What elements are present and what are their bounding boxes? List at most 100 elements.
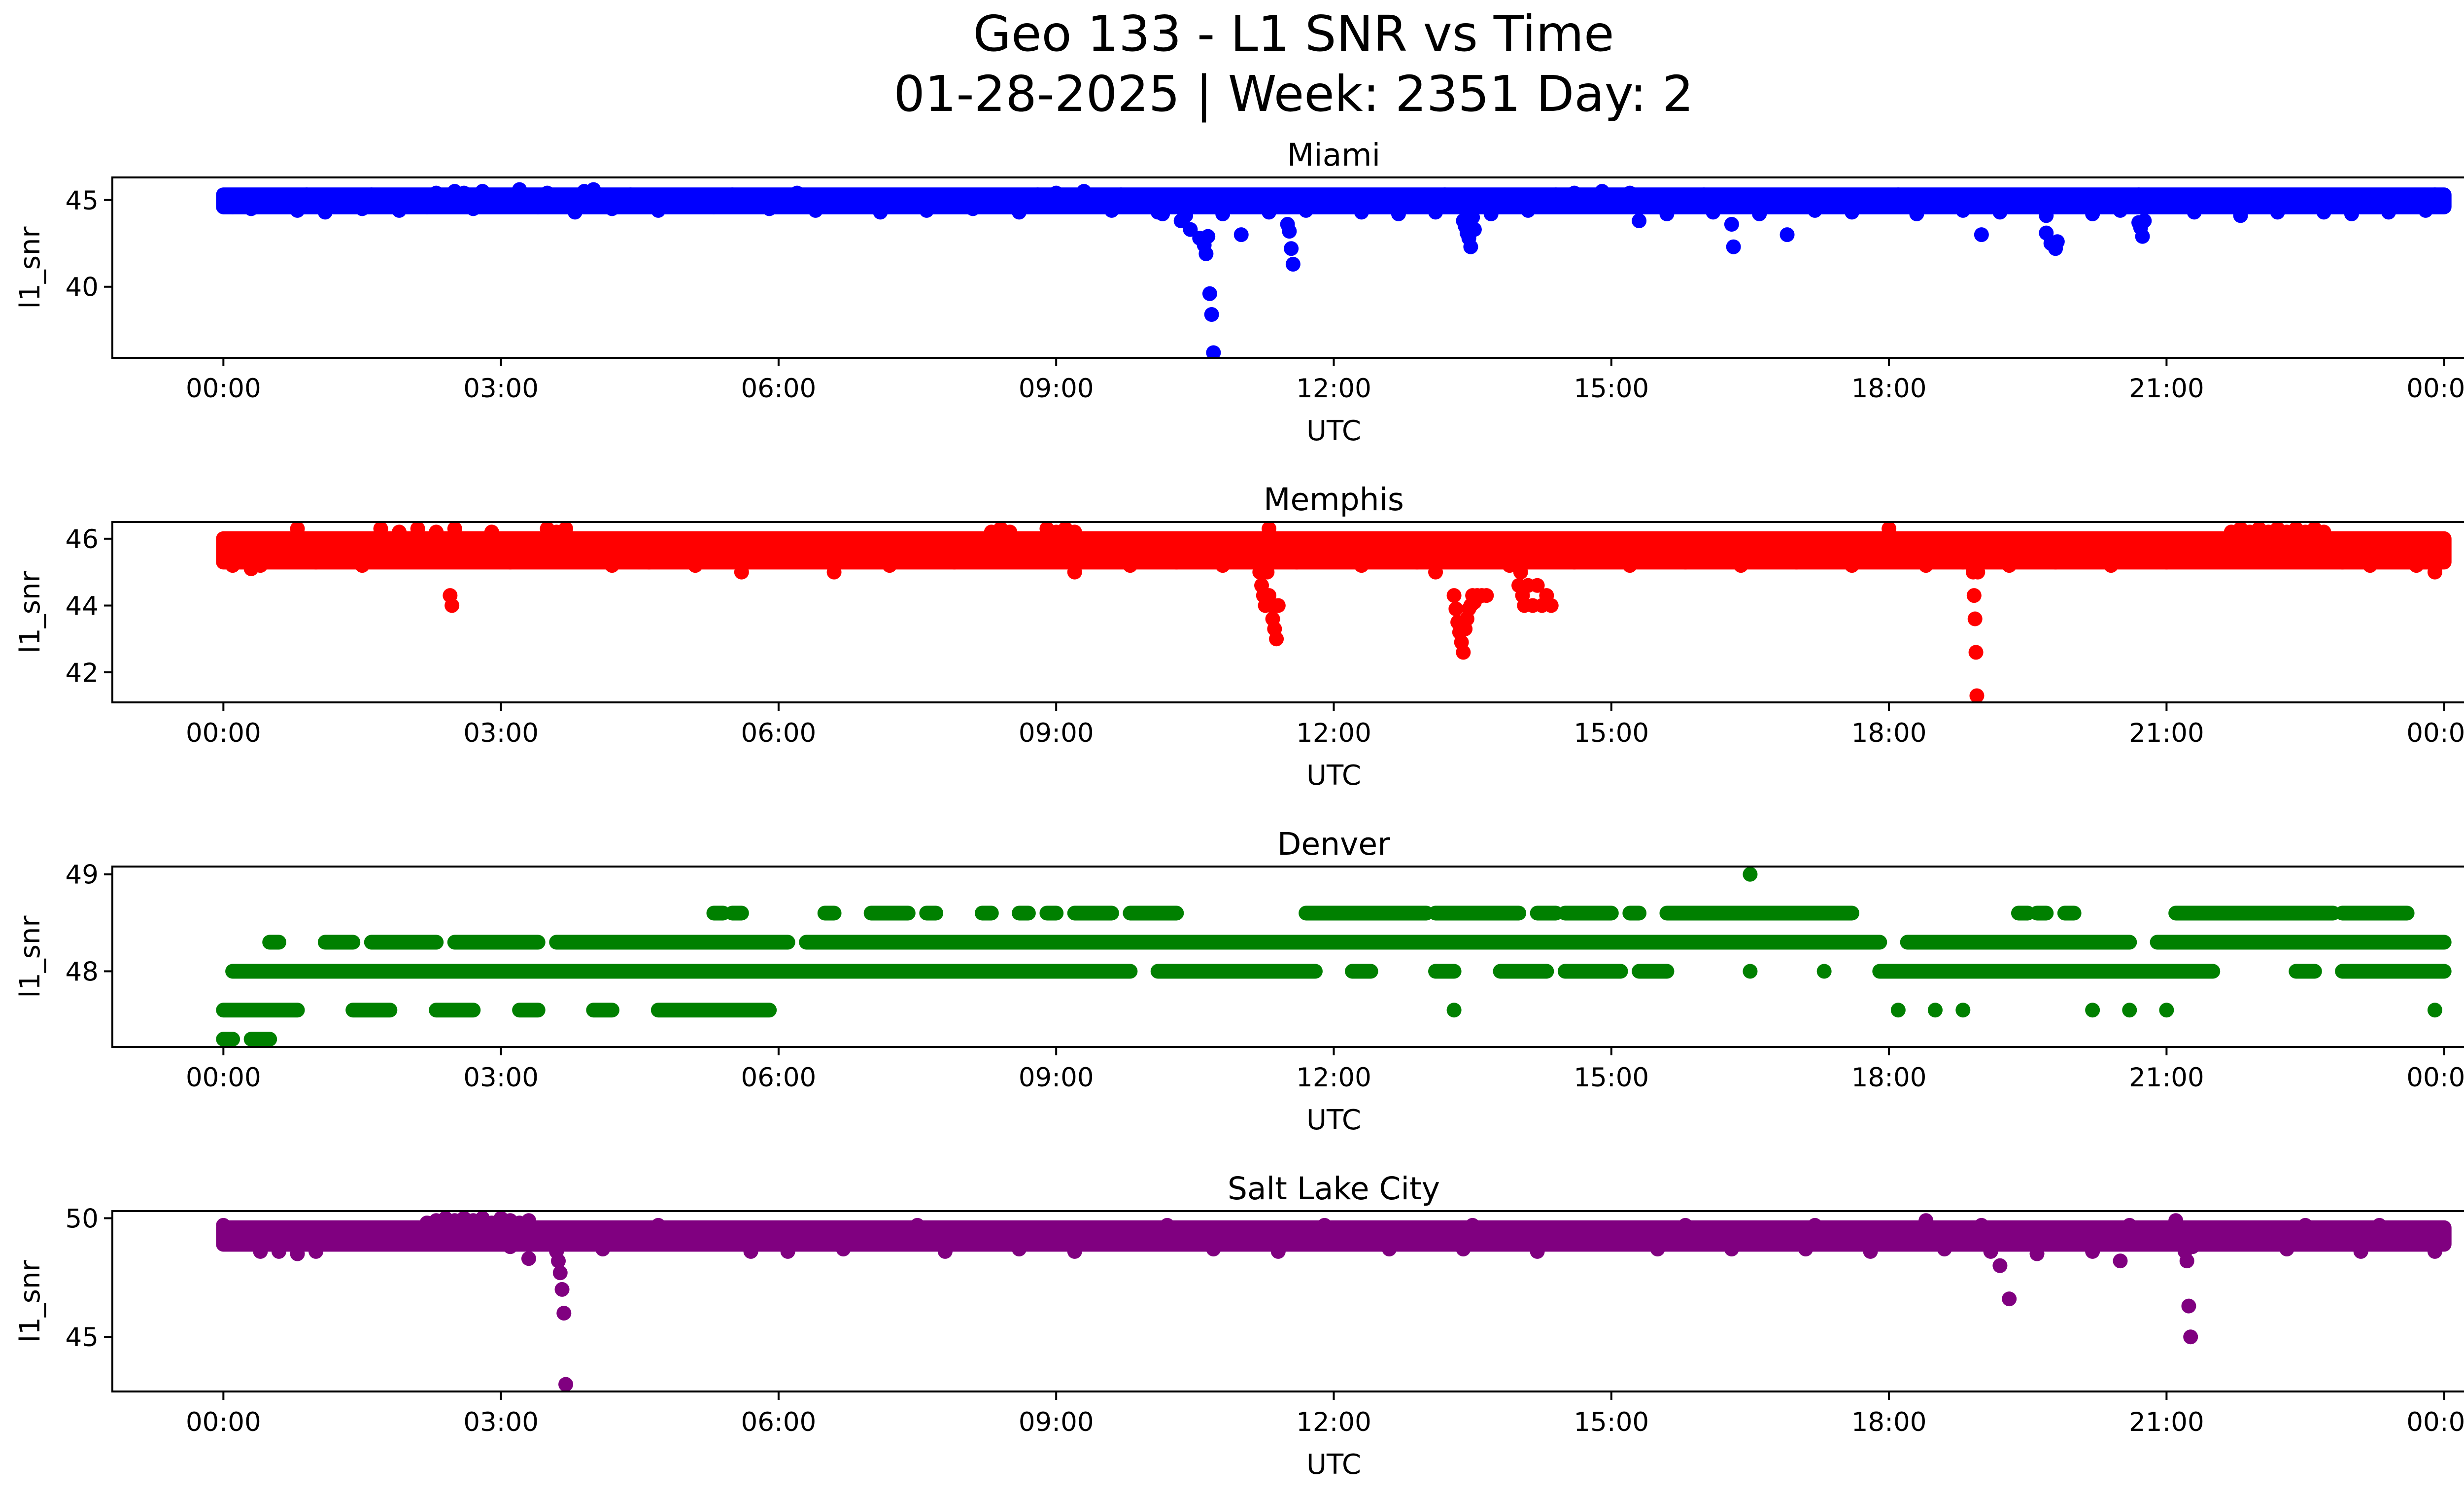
data-point	[2409, 558, 2424, 573]
data-point	[429, 524, 444, 540]
data-point	[1882, 522, 1897, 536]
data-point	[2048, 555, 2063, 570]
data-point	[947, 555, 962, 570]
data-point	[789, 185, 805, 201]
data-point	[762, 201, 777, 216]
data-point	[1076, 184, 1092, 199]
x-tick-label: 00:00	[2406, 1407, 2464, 1437]
data-point	[2298, 1217, 2313, 1233]
y-tick-label: 44	[66, 591, 99, 621]
data-point	[1183, 222, 1198, 237]
figure-subtitle: 01-28-2025 | Week: 2351 Day: 2	[893, 65, 1693, 123]
subplot-title: Memphis	[1264, 482, 1404, 518]
x-tick-label: 21:00	[2129, 1407, 2204, 1437]
series-salt-lake-city	[216, 1211, 2452, 1391]
data-point	[1382, 1242, 1397, 1257]
data-point	[1206, 1242, 1221, 1257]
y-axis-label: l1_snr	[14, 1260, 46, 1343]
data-point	[1409, 555, 1425, 570]
data-point	[1299, 203, 1314, 218]
data-point	[1966, 588, 1982, 603]
x-tick-label: 06:00	[741, 374, 817, 404]
data-point	[1530, 1244, 1545, 1259]
data-point	[354, 558, 370, 573]
y-tick-label: 48	[66, 957, 99, 987]
data-point	[1816, 964, 1832, 979]
data-point	[1446, 588, 1462, 603]
data-point	[2103, 558, 2119, 573]
data-point	[475, 184, 490, 199]
data-point	[1706, 205, 1721, 220]
data-point	[2362, 558, 2378, 573]
data-point	[965, 201, 981, 216]
data-point	[1269, 631, 1284, 647]
data-point	[1659, 206, 1675, 221]
data-point	[1844, 205, 1859, 220]
data-point	[1448, 601, 1464, 617]
data-point	[2427, 187, 2442, 203]
data-point	[1983, 1244, 1998, 1259]
data-point	[1890, 187, 1906, 203]
series-denver	[216, 867, 2452, 1047]
data-point	[2187, 205, 2202, 220]
subplot-title: Denver	[1277, 826, 1390, 862]
data-point	[1974, 227, 1989, 243]
data-point	[1918, 558, 1934, 573]
data-point	[1967, 611, 1983, 626]
data-point	[1548, 187, 1564, 203]
data-point	[2039, 208, 2054, 223]
x-tick-label: 12:00	[1296, 374, 1371, 404]
data-point	[984, 189, 999, 204]
data-level-run	[1150, 964, 1323, 979]
data-level-run	[1299, 905, 1434, 921]
data-point	[2159, 555, 2174, 570]
data-point	[317, 205, 333, 220]
data-level-run	[1659, 905, 1859, 921]
data-point	[2002, 558, 2017, 573]
data-point	[1520, 203, 1536, 218]
y-tick-label: 49	[66, 860, 99, 890]
data-point	[1262, 522, 1277, 536]
x-tick-label: 06:00	[741, 1063, 817, 1093]
data-level-run	[1493, 964, 1554, 979]
data-band	[216, 1220, 2452, 1252]
y-tick-label: 40	[66, 273, 99, 303]
data-band	[216, 531, 2452, 570]
data-point	[1992, 205, 2008, 220]
subplot-title: Salt Lake City	[1228, 1171, 1440, 1207]
data-level-run	[2335, 964, 2452, 979]
data-point	[1446, 1003, 1462, 1018]
data-point	[540, 185, 555, 201]
data-point	[2135, 229, 2150, 244]
data-point	[919, 203, 934, 218]
data-point	[1513, 564, 1528, 580]
data-level-run	[1530, 905, 1564, 921]
data-point	[623, 187, 638, 203]
data-point	[551, 1253, 566, 1269]
data-point	[299, 187, 314, 203]
x-tick-label: 00:00	[186, 718, 261, 748]
data-point	[503, 555, 518, 570]
data-point	[354, 201, 370, 216]
data-point	[780, 1244, 795, 1259]
data-point	[2159, 1003, 2174, 1018]
data-level-run	[1123, 905, 1184, 921]
data-point	[1844, 558, 1859, 573]
data-point	[2011, 189, 2026, 204]
data-point	[1622, 558, 1638, 573]
data-point	[1530, 578, 1545, 593]
data-point	[1202, 286, 1217, 301]
data-point	[1724, 217, 1739, 232]
data-point	[1955, 1003, 1971, 1018]
data-point	[1012, 205, 1027, 220]
data-point	[1743, 964, 1758, 979]
data-point	[2113, 203, 2128, 218]
x-tick-label: 00:00	[2406, 718, 2464, 748]
data-point	[373, 522, 388, 536]
x-tick-label: 15:00	[1574, 1063, 1649, 1093]
data-point	[1465, 1217, 1480, 1233]
data-point	[1969, 688, 1985, 702]
data-point	[1282, 224, 1297, 239]
data-level-run	[2335, 905, 2415, 921]
x-tick-label: 03:00	[463, 374, 539, 404]
